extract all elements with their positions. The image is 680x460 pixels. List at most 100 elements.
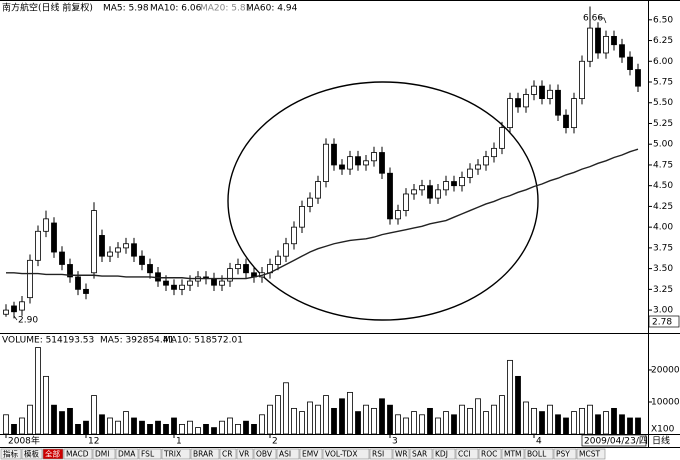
volume-bar	[283, 382, 289, 435]
ma60-line	[6, 148, 639, 280]
volume-bar	[539, 411, 545, 435]
tab[interactable]	[409, 448, 433, 460]
candle-body	[355, 156, 361, 166]
legend-entry: MA60: 4.94	[246, 4, 298, 14]
volume-bar	[459, 404, 465, 435]
tab[interactable]	[322, 448, 370, 460]
volume-bar	[515, 375, 521, 435]
tab-label[interactable]: 全部	[45, 449, 60, 459]
tab[interactable]	[21, 448, 43, 460]
y-tick-label: 5.25	[653, 119, 673, 129]
tab-label[interactable]: ROC	[481, 450, 497, 459]
candle-body	[115, 247, 121, 253]
tab-label[interactable]: DMA	[118, 450, 136, 459]
candle-body	[235, 264, 241, 270]
x-tick-label: 2008年	[8, 435, 40, 447]
x-tick-label: 2009/04/23/四	[584, 437, 648, 447]
volume-bar	[563, 417, 569, 435]
volume-bar	[611, 407, 617, 435]
tab[interactable]	[369, 448, 393, 460]
volume-bar	[155, 420, 161, 435]
tab[interactable]	[92, 448, 116, 460]
tab-label[interactable]: DMI	[95, 450, 109, 459]
tab[interactable]	[553, 448, 577, 460]
tab[interactable]	[0, 448, 22, 460]
candle-body	[83, 288, 89, 294]
tab-label[interactable]: EMV	[302, 450, 319, 459]
tab-label[interactable]: OBV	[256, 450, 273, 459]
tab-label[interactable]: CR	[222, 450, 232, 459]
volume-bar	[475, 398, 481, 435]
volume-bar	[83, 420, 89, 435]
tab[interactable]	[236, 448, 254, 460]
volume-bar	[91, 395, 97, 435]
tab[interactable]	[138, 448, 162, 460]
volume-legend: MA5: 392854.41	[100, 336, 174, 346]
candle-body	[467, 168, 473, 178]
tab-label[interactable]: BOLL	[527, 450, 547, 459]
tab-label[interactable]: MACD	[66, 450, 89, 459]
tab-label[interactable]: MTM	[504, 450, 522, 459]
volume-bar	[187, 420, 193, 435]
tab[interactable]	[219, 448, 237, 460]
candle-body	[371, 152, 377, 162]
volume-bar	[171, 417, 177, 435]
tab[interactable]	[299, 448, 323, 460]
tab-label[interactable]: CCI	[458, 450, 471, 459]
candle-body	[611, 35, 617, 46]
candle-body	[179, 284, 185, 290]
volume-bar	[491, 404, 497, 435]
tab[interactable]	[501, 448, 525, 460]
tab-label[interactable]: MCST	[579, 450, 600, 459]
tab-label[interactable]: BRAR	[193, 450, 213, 459]
tab[interactable]	[524, 448, 554, 460]
candle-body	[347, 156, 353, 170]
tab[interactable]	[190, 448, 220, 460]
volume-bar	[27, 404, 33, 435]
x-tick-label: 12	[88, 437, 99, 447]
tab-label[interactable]: SAR	[412, 450, 427, 459]
tab[interactable]	[276, 448, 300, 460]
volume-bar	[443, 411, 449, 435]
tab[interactable]	[432, 448, 456, 460]
tab-label[interactable]: VOL-TDX	[325, 450, 357, 459]
x-tick-label: 2	[272, 437, 278, 447]
tab-label[interactable]: KDJ	[435, 450, 448, 459]
candle-body	[59, 251, 65, 265]
tab-label[interactable]: ASI	[279, 450, 291, 459]
tab[interactable]	[576, 448, 606, 460]
volume-bar	[555, 414, 561, 435]
tab-label[interactable]: FSL	[141, 450, 155, 459]
tab[interactable]	[392, 448, 410, 460]
tab[interactable]	[115, 448, 139, 460]
tab[interactable]	[42, 448, 64, 460]
tab[interactable]	[161, 448, 191, 460]
candle-body	[67, 264, 73, 278]
volume-bar	[211, 427, 217, 435]
tab[interactable]	[253, 448, 277, 460]
volume-bar	[531, 407, 537, 435]
volume-bar	[299, 411, 305, 435]
candle-body	[19, 301, 25, 311]
tab-label[interactable]: 模板	[24, 449, 39, 459]
volume-bar	[179, 423, 185, 435]
volume-bar	[451, 414, 457, 435]
candle-body	[427, 185, 433, 199]
y-tick-label: 3.75	[653, 243, 673, 253]
tab[interactable]	[478, 448, 502, 460]
volume-bar	[467, 407, 473, 435]
tab-label[interactable]: PSY	[556, 450, 570, 459]
tab[interactable]	[455, 448, 479, 460]
legend-entry: MA5: 5.98	[103, 4, 149, 14]
candle-body	[339, 164, 345, 170]
tab-label[interactable]: 指标	[3, 449, 18, 459]
tab-label[interactable]: VR	[239, 450, 249, 459]
volume-bar	[243, 420, 249, 435]
tab[interactable]	[63, 448, 93, 460]
volume-bar	[571, 411, 577, 435]
tab-label[interactable]: RSI	[372, 450, 384, 459]
tab-label[interactable]: WR	[395, 450, 408, 459]
volume-bar	[35, 347, 41, 435]
tab-label[interactable]: TRIX	[163, 450, 181, 459]
